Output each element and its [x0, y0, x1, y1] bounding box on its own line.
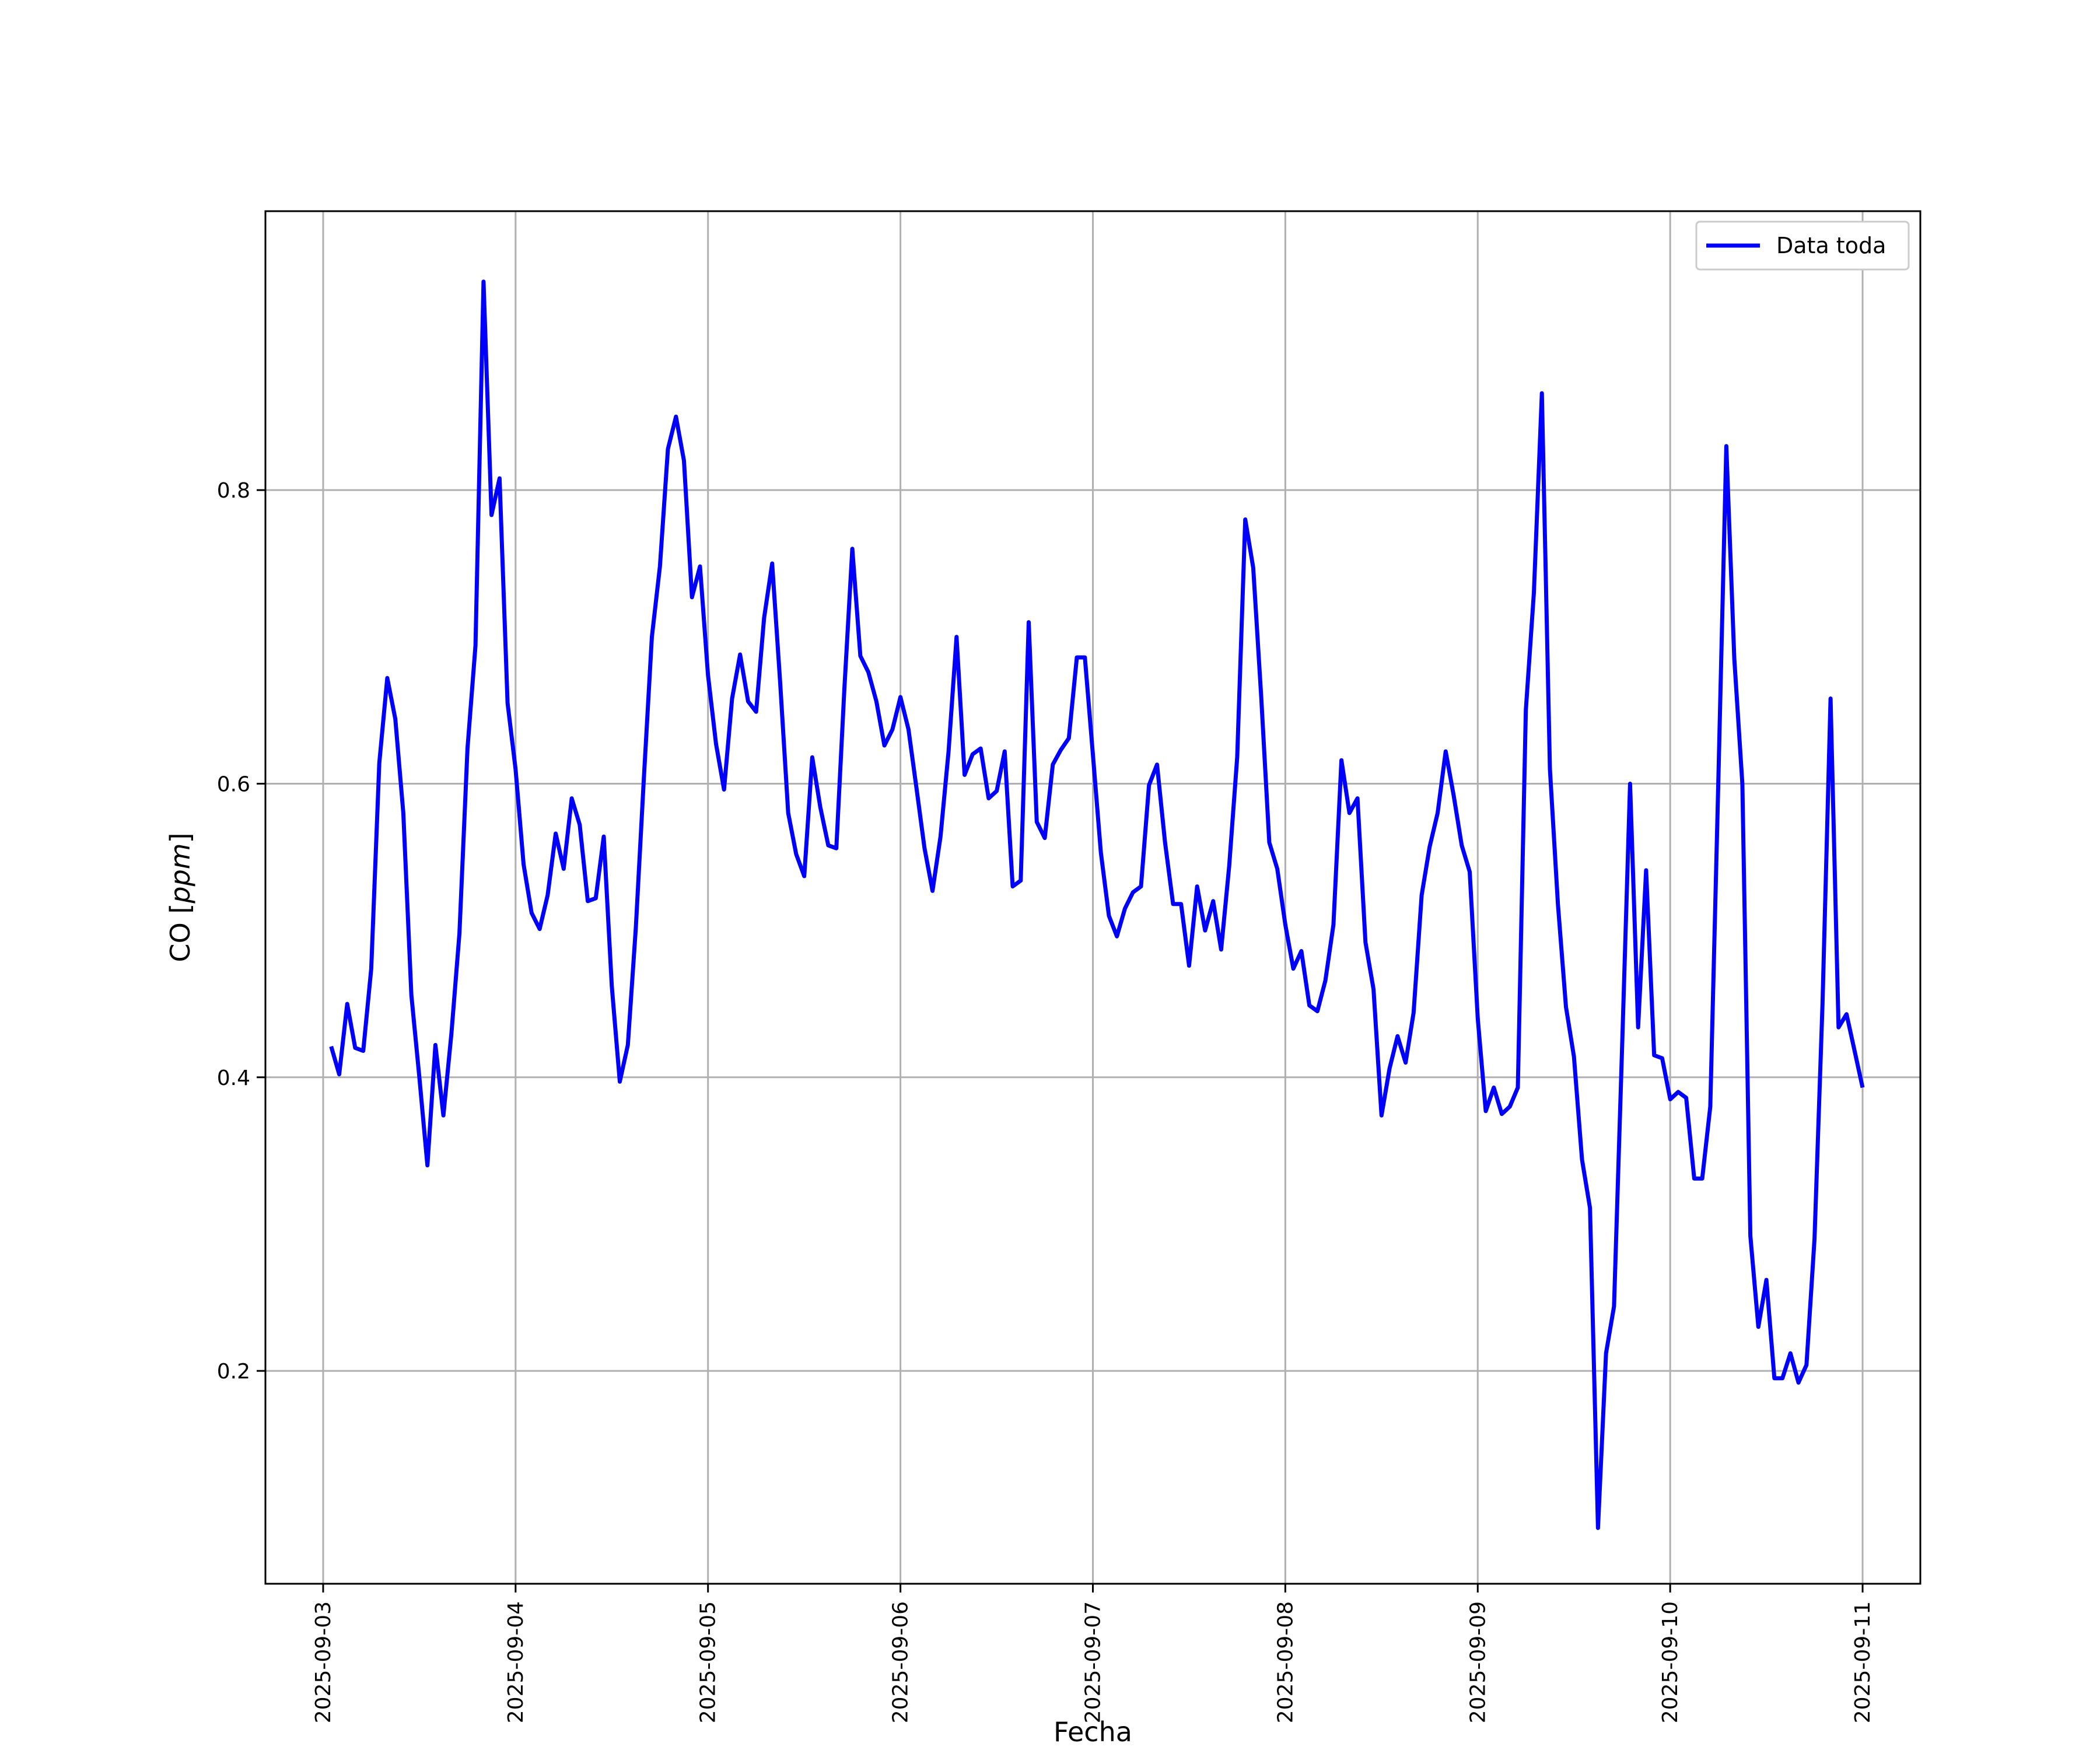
x-tick-label: 2025-09-07 — [1082, 1601, 1105, 1723]
x-tick-label: 2025-09-04 — [504, 1601, 528, 1723]
series-line-data-toda — [329, 279, 1865, 1530]
x-tick-label: 2025-09-11 — [1851, 1601, 1875, 1723]
x-tick-label: 2025-09-06 — [889, 1601, 913, 1723]
legend-label-data-toda: Data toda — [1776, 233, 1886, 258]
legend-box — [1695, 220, 1910, 271]
x-tick-label: 2025-09-10 — [1658, 1601, 1682, 1723]
x-tick-label: 2025-09-03 — [312, 1601, 335, 1723]
x-axis-label: Fecha — [1054, 1716, 1132, 1748]
y-tick-label: 0.2 — [217, 1360, 250, 1384]
x-tick-label: 2025-09-09 — [1466, 1601, 1490, 1723]
y-axis-label: CO [ppm] — [164, 832, 196, 962]
x-tick-label: 2025-09-08 — [1273, 1601, 1297, 1723]
y-tick-label: 0.4 — [217, 1066, 250, 1090]
x-axis: 2025-09-03 2025-09-04 2025-09-05 2025-09-06… — [312, 1584, 1875, 1723]
y-axis-label-suffix: ] — [164, 832, 196, 843]
gridlines — [265, 211, 1920, 1584]
y-tick-label: 0.6 — [217, 772, 250, 796]
legend: Data toda — [1695, 220, 1910, 271]
y-axis-label-prefix: CO [ — [164, 904, 196, 963]
plot-area — [329, 279, 1865, 1530]
y-tick-label: 0.8 — [217, 479, 250, 503]
x-tick-label: 2025-09-05 — [696, 1601, 720, 1723]
y-axis: 0.2 0.4 0.6 0.8 — [217, 479, 265, 1384]
y-axis-label-unit: ppm — [164, 843, 196, 904]
